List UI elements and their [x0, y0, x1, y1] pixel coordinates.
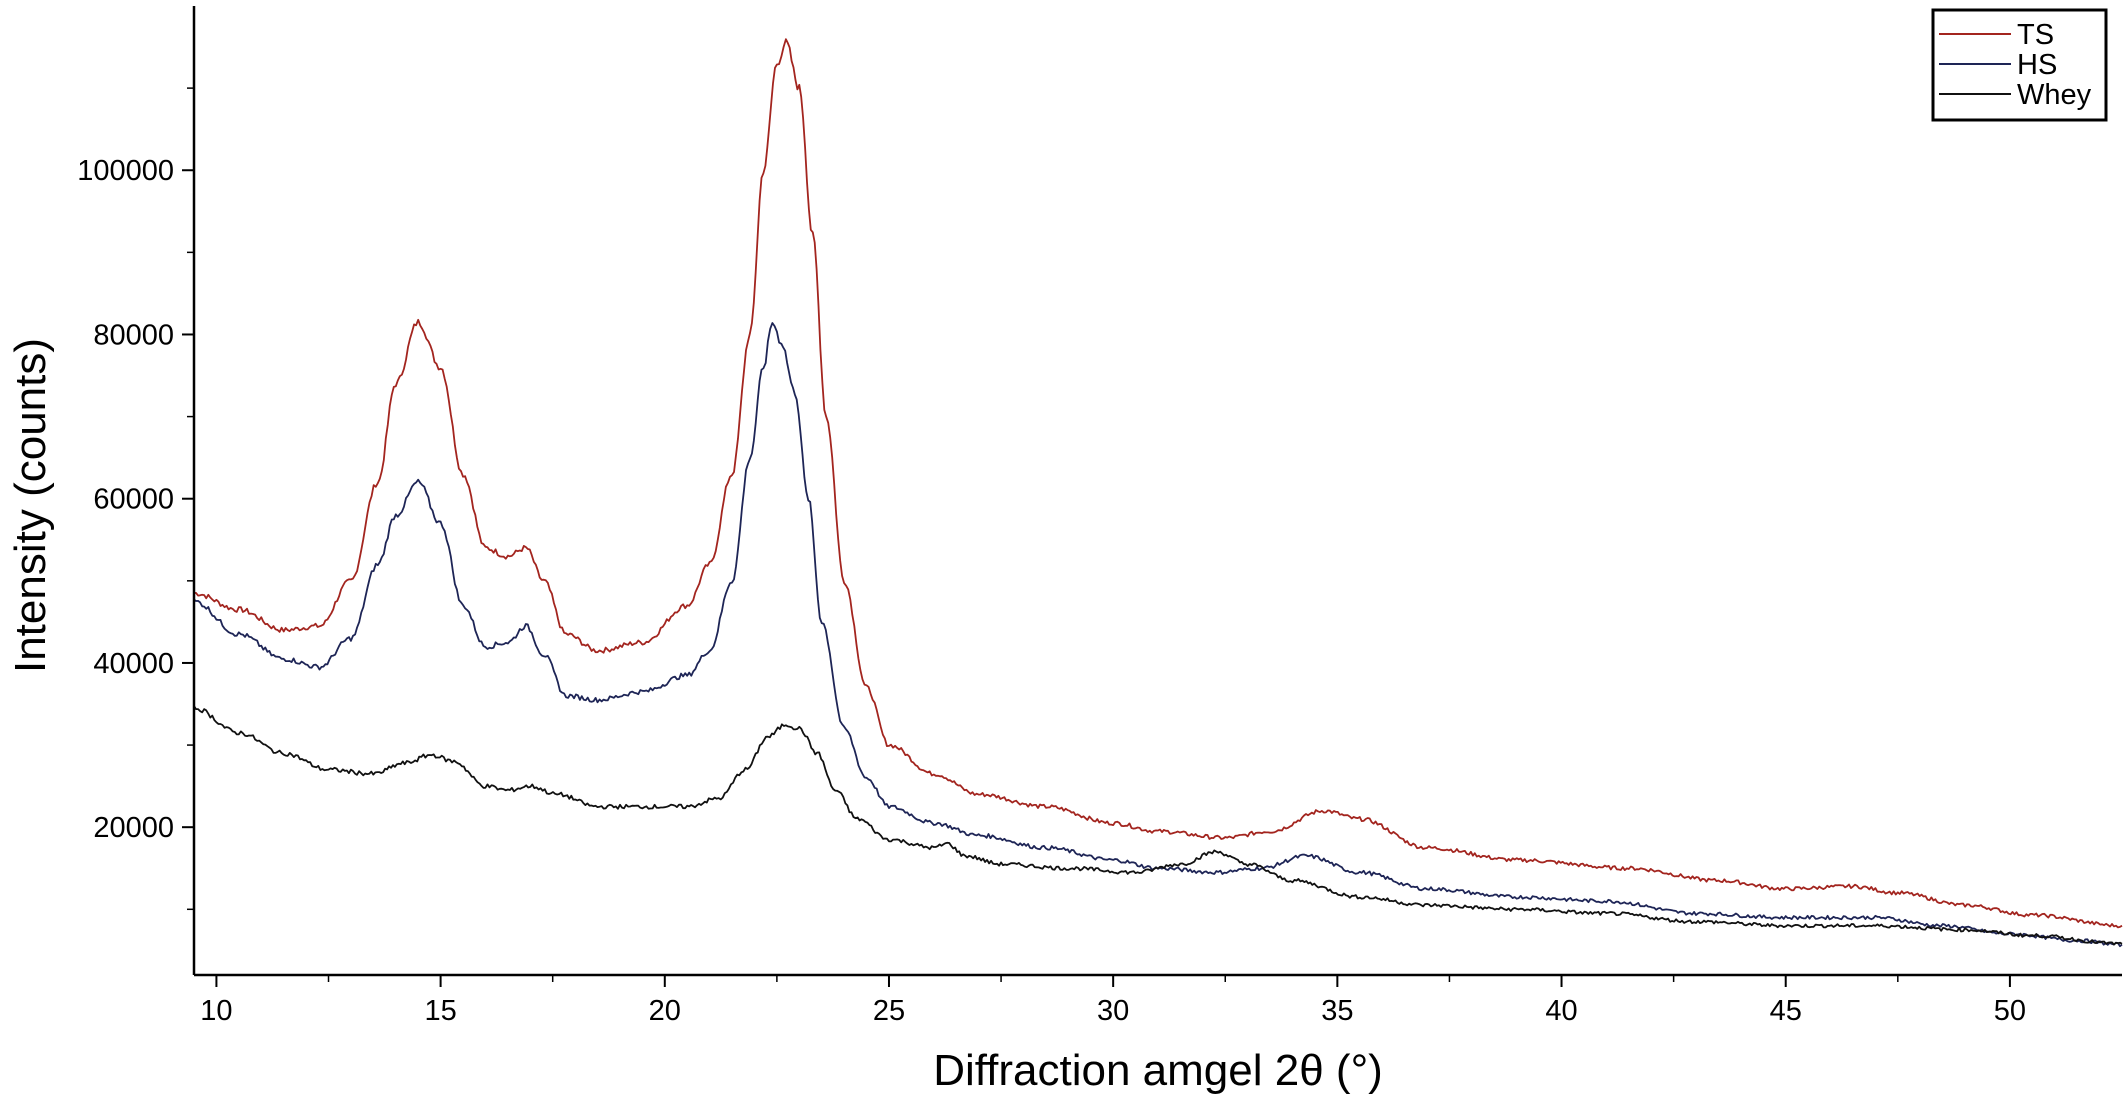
legend-label-whey: Whey	[2017, 79, 2092, 111]
ticks-layer: 10 15 20 25 30 35 40 45 50 20000 40000 60000 80000 10…	[77, 87, 2026, 1027]
legend-label-ts: TS	[2017, 19, 2054, 51]
y-axis-title: Intensity (counts)	[6, 338, 55, 673]
y-tick-label: 20000	[93, 812, 174, 844]
x-axis-title: Diffraction amgel 2θ (°)	[933, 1046, 1383, 1095]
axes-layer	[192, 6, 2122, 977]
legend-label-hs: HS	[2017, 49, 2057, 81]
x-tick-label: 50	[1994, 995, 2026, 1027]
x-tick-label: 20	[649, 995, 681, 1027]
x-tick-label: 35	[1321, 995, 1353, 1027]
x-tick-label: 10	[200, 995, 232, 1027]
y-tick-label: 80000	[93, 319, 174, 351]
x-tick-label: 40	[1545, 995, 1577, 1027]
series-line-whey	[193, 705, 2123, 946]
series-line-ts	[193, 38, 2123, 929]
x-tick-label: 45	[1770, 995, 1802, 1027]
x-tick-label: 30	[1097, 995, 1129, 1027]
x-tick-label: 15	[424, 995, 456, 1027]
series-layer	[193, 38, 2123, 948]
y-tick-label: 100000	[77, 155, 174, 187]
x-tick-label: 25	[873, 995, 905, 1027]
y-tick-label: 60000	[93, 484, 174, 516]
y-tick-label: 40000	[93, 648, 174, 680]
